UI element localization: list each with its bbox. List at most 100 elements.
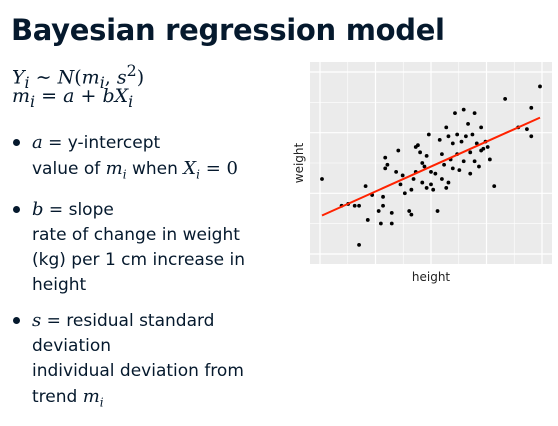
data-point <box>424 186 429 190</box>
data-point <box>385 162 390 167</box>
data-point <box>466 121 470 126</box>
slope-label: = slope <box>43 200 114 221</box>
data-point <box>485 145 490 149</box>
residual-desc-trend: m <box>82 386 100 408</box>
data-point <box>463 134 468 139</box>
data-point <box>450 166 455 171</box>
data-point <box>400 173 405 178</box>
intercept-description: value of mi when Xi = 0 <box>32 156 302 187</box>
data-point <box>389 210 394 215</box>
slide-title: Bayesian regression model <box>11 13 445 47</box>
residual-desc-line: deviation <box>32 336 112 357</box>
slope-desc-line: rate of change in weight <box>32 225 240 246</box>
intercept-heading: a = y-intercept <box>32 130 302 156</box>
data-point <box>409 212 414 217</box>
data-point <box>363 184 368 189</box>
data-point <box>444 186 449 190</box>
data-point <box>429 170 433 174</box>
data-point <box>487 157 492 162</box>
plot-grid <box>310 62 552 264</box>
residual-desc-trend-index: i <box>99 395 104 410</box>
residual-desc-line: trend mi <box>32 384 302 415</box>
intercept-desc-mid: when <box>126 159 184 179</box>
bullet-residual-sd: s = residual standard deviation individu… <box>12 308 302 415</box>
data-point <box>381 194 385 199</box>
data-point <box>426 132 431 137</box>
slope-symbol: b <box>32 199 44 221</box>
eq1-close-paren: ) <box>136 66 145 89</box>
data-point <box>422 164 427 169</box>
eq1-response-index: i <box>24 73 30 93</box>
intercept-desc-mean-index: i <box>122 167 127 182</box>
data-point <box>470 132 475 137</box>
data-point <box>418 150 422 155</box>
data-point <box>525 127 529 132</box>
intercept-desc-x-index: i <box>196 167 200 182</box>
x-axis-label: height <box>412 270 451 284</box>
data-point <box>446 180 451 185</box>
trend-line <box>321 116 541 217</box>
bullet-intercept: a = y-intercept value of mi when Xi = 0 <box>12 130 302 187</box>
data-point <box>437 137 442 142</box>
data-point <box>472 159 477 164</box>
residual-label: = residual standard <box>41 311 215 332</box>
intercept-desc-prefix: value of <box>32 159 106 179</box>
bullet-dot <box>13 317 20 325</box>
data-point <box>440 177 444 181</box>
residual-heading: s = residual standard <box>32 308 302 334</box>
data-point <box>503 97 508 101</box>
slope-desc-line: height <box>32 275 87 296</box>
eq1-open-paren: ( <box>74 66 82 89</box>
slope-desc-line: (kg) per 1 cm increase in <box>32 250 246 271</box>
residual-desc-prefix: trend <box>32 387 83 408</box>
intercept-symbol: a <box>32 132 43 153</box>
data-point <box>529 134 534 139</box>
residual-desc-line: individual deviation from <box>32 361 244 382</box>
eq1-mean: m <box>81 66 100 89</box>
eq1-sd-power: 2 <box>126 61 137 80</box>
data-point <box>389 221 394 226</box>
data-point <box>429 182 433 187</box>
eq2-intercept: a <box>63 85 75 107</box>
data-point <box>411 177 416 181</box>
eq1-comma: , <box>104 66 111 89</box>
data-point <box>407 209 412 213</box>
bullet-slope: b = slope rate of change in weight (kg) … <box>12 197 302 298</box>
eq1-normal: N <box>57 66 75 89</box>
data-point <box>435 209 440 213</box>
bullet-dot <box>13 206 20 214</box>
data-point <box>431 187 436 192</box>
data-point <box>461 159 466 164</box>
data-point <box>378 221 383 226</box>
eq2-mean-index: i <box>30 91 36 111</box>
data-point <box>416 143 420 148</box>
eq2-slope: b <box>102 85 115 107</box>
data-point <box>357 203 361 208</box>
data-point <box>468 171 473 176</box>
data-point <box>459 139 464 144</box>
data-point <box>492 184 497 189</box>
data-point <box>479 125 484 130</box>
data-point <box>376 209 381 213</box>
eq1-mean-index: i <box>99 73 105 93</box>
data-point <box>529 105 534 110</box>
parameter-list: a = y-intercept value of mi when Xi = 0 … <box>12 130 302 426</box>
data-point <box>365 218 370 222</box>
data-point <box>402 191 407 196</box>
model-mean-formula: mi = a + bXi <box>12 85 133 113</box>
height-weight-scatterplot: height weight <box>292 62 552 284</box>
data-point <box>440 152 444 156</box>
data-point <box>409 187 414 192</box>
data-point <box>468 150 473 155</box>
data-point <box>320 177 324 181</box>
data-point <box>396 148 401 153</box>
data-point <box>455 132 460 137</box>
model-likelihood-formula: Yi ∼ N(mi, s2) <box>12 60 144 94</box>
data-point <box>357 242 361 247</box>
intercept-desc-mean: m <box>105 158 123 179</box>
data-point <box>424 153 429 158</box>
data-point <box>453 111 457 116</box>
residual-symbol: s <box>32 310 42 332</box>
data-point <box>381 203 385 208</box>
data-point <box>420 161 425 165</box>
